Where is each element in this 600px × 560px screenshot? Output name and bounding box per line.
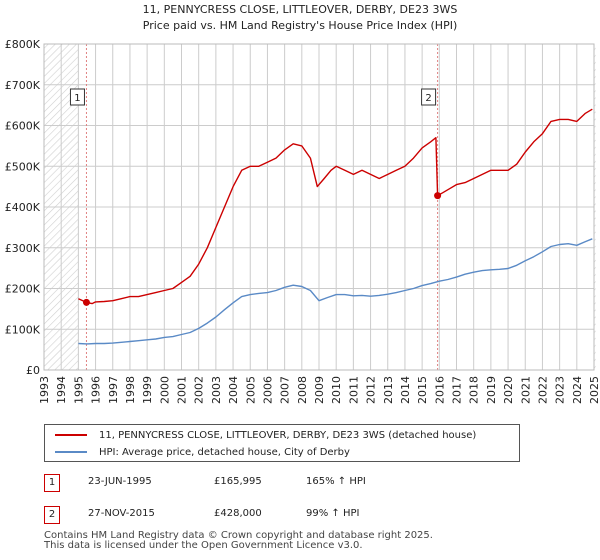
x-tick-label: 1996 xyxy=(90,376,103,404)
hatched-region xyxy=(594,44,596,370)
x-tick-label: 2018 xyxy=(468,376,481,404)
legend-label-hpi: HPI: Average price, detached house, City… xyxy=(99,446,350,458)
legend-item-property: 11, PENNYCRESS CLOSE, LITTLEOVER, DERBY,… xyxy=(55,427,476,443)
sale-marker-label: 1 xyxy=(74,93,80,104)
footer-line2: This data is licensed under the Open Gov… xyxy=(44,540,363,551)
x-tick-label: 2015 xyxy=(416,376,429,404)
x-tick-label: 2012 xyxy=(365,376,378,404)
gridlines xyxy=(43,43,595,371)
y-tick-label: £300K xyxy=(5,242,41,255)
x-tick-label: 1998 xyxy=(124,376,137,404)
x-tick-label: 2003 xyxy=(210,376,223,404)
x-tick-label: 1997 xyxy=(107,376,120,404)
x-tick-label: 2004 xyxy=(227,376,240,404)
sale-hpi-change: 99% ↑ HPI xyxy=(306,508,360,519)
sale-price: £165,995 xyxy=(214,476,262,487)
legend: 11, PENNYCRESS CLOSE, LITTLEOVER, DERBY,… xyxy=(44,424,520,462)
x-tick-label: 2002 xyxy=(193,376,206,404)
sale-point xyxy=(434,192,442,200)
x-tick-label: 1999 xyxy=(141,376,154,404)
x-tick-label: 2009 xyxy=(313,376,326,404)
plot-frame xyxy=(43,43,595,371)
sale-number-badge: 2 xyxy=(44,506,60,524)
series-lines xyxy=(78,108,593,345)
footer-line1: Contains HM Land Registry data © Crown c… xyxy=(44,530,433,541)
x-axis: 1993 1994 1995 1996 1997 1998 1999 2000 2001 2002… xyxy=(38,376,600,404)
sale-price: £428,000 xyxy=(214,508,262,519)
chart-title-line2: Price paid vs. HM Land Registry's House … xyxy=(143,19,458,32)
y-tick-label: £100K xyxy=(5,323,41,336)
sale-hpi-change: 165% ↑ HPI xyxy=(306,476,366,487)
x-tick-label: 2025 xyxy=(588,376,600,404)
x-tick-label: 2001 xyxy=(176,376,189,404)
x-tick-label: 1993 xyxy=(38,376,51,404)
sale-marker-badge xyxy=(69,88,85,106)
legend-item-hpi: HPI: Average price, detached house, City… xyxy=(55,444,350,460)
x-tick-label: 2019 xyxy=(485,376,498,404)
y-tick-label: £400K xyxy=(5,201,41,214)
x-tick-label: 2017 xyxy=(451,376,464,404)
sale-marker-badge xyxy=(421,88,437,106)
hpi-line xyxy=(78,238,593,345)
legend-swatch-hpi xyxy=(55,451,87,453)
x-tick-label: 2011 xyxy=(347,376,360,404)
x-tick-label: 2008 xyxy=(296,376,309,404)
chart-title-line1: 11, PENNYCRESS CLOSE, LITTLEOVER, DERBY,… xyxy=(143,3,458,16)
y-tick-label: £800K xyxy=(5,38,41,51)
x-tick-label: 1995 xyxy=(72,376,85,404)
x-tick-label: 2024 xyxy=(571,376,584,404)
x-tick-label: 2000 xyxy=(158,376,171,404)
sale-date: 27-NOV-2015 xyxy=(88,508,155,519)
y-tick-label: £700K xyxy=(5,79,41,92)
sale-date: 23-JUN-1995 xyxy=(88,476,152,487)
x-tick-label: 2006 xyxy=(261,376,274,404)
legend-swatch-property xyxy=(55,434,87,436)
x-tick-label: 2016 xyxy=(433,376,446,404)
x-tick-label: 2013 xyxy=(382,376,395,404)
x-tick-label: 1994 xyxy=(55,376,68,404)
x-tick-label: 2023 xyxy=(554,376,567,404)
x-tick-label: 2007 xyxy=(279,376,292,404)
legend-label-property: 11, PENNYCRESS CLOSE, LITTLEOVER, DERBY,… xyxy=(99,429,477,441)
footer: Contains HM Land Registry data © Crown c… xyxy=(44,531,433,551)
sale-marker-label: 2 xyxy=(425,93,431,104)
x-tick-label: 2005 xyxy=(244,376,257,404)
x-tick-label: 2022 xyxy=(536,376,549,404)
x-tick-label: 2021 xyxy=(519,376,532,404)
sale-point xyxy=(82,298,90,306)
x-tick-label: 2014 xyxy=(399,376,412,404)
y-tick-label: £600K xyxy=(5,120,41,133)
x-tick-label: 2010 xyxy=(330,376,343,404)
x-tick-label: 2020 xyxy=(502,376,515,404)
property-price-line xyxy=(78,108,593,305)
y-tick-label: £200K xyxy=(5,283,41,296)
y-tick-label: £0 xyxy=(26,364,40,377)
y-tick-label: £500K xyxy=(5,160,41,173)
y-axis: £0 £100K £200K £300K £400K £500K £600K £700K £80… xyxy=(5,38,41,377)
sale-number-badge: 1 xyxy=(44,474,60,492)
price-chart: 11, PENNYCRESS CLOSE, LITTLEOVER, DERBY,… xyxy=(5,3,600,404)
